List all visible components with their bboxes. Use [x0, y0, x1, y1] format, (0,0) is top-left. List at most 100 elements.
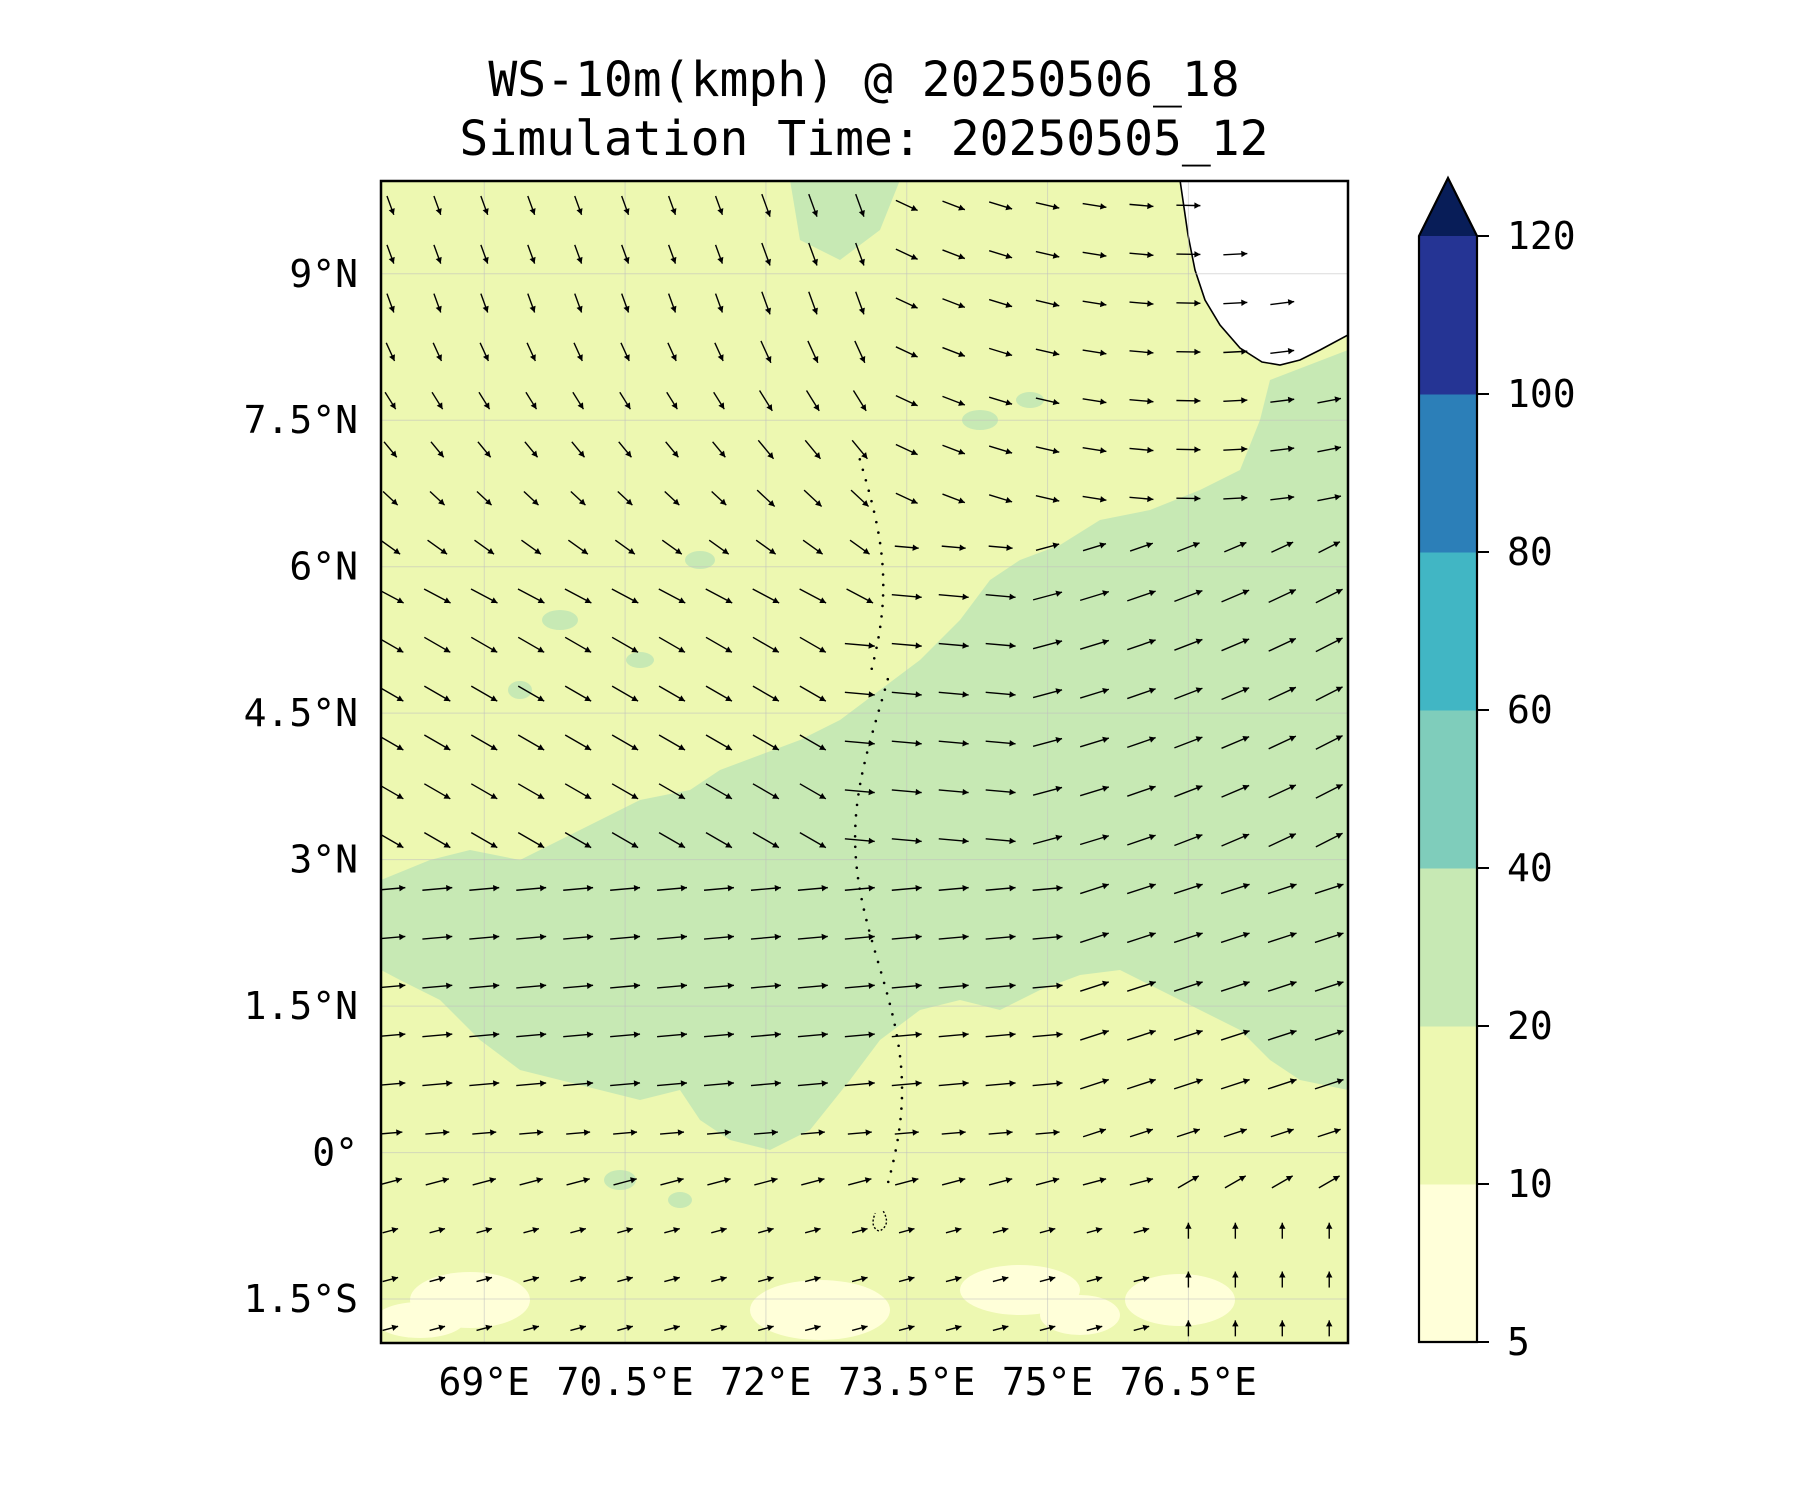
wind-vector [804, 1275, 821, 1283]
contour-20-40-kmph-patch [668, 1192, 692, 1208]
colorbar-tick-label: 5 [1507, 1320, 1530, 1364]
wind-vector [808, 193, 818, 217]
atoll-dot [854, 814, 858, 817]
wind-vector [1126, 980, 1156, 992]
wind-vector [1223, 299, 1248, 306]
wind-vector [570, 1324, 587, 1332]
wind-vector [621, 244, 630, 264]
wind-vector [427, 539, 448, 555]
atoll-dot [885, 992, 889, 995]
wind-vector [1032, 737, 1063, 748]
wind-vector [1082, 251, 1107, 259]
wind-vector [664, 1227, 680, 1234]
wind-vector [808, 291, 818, 315]
wind-vector [1221, 735, 1250, 749]
atoll-dot [872, 510, 876, 513]
wind-vector [1129, 202, 1154, 210]
wind-vector [706, 1129, 731, 1136]
wind-vector [470, 832, 498, 849]
wind-vector [1129, 1128, 1154, 1138]
wind-vector [476, 1324, 493, 1332]
wind-vector [1173, 1078, 1203, 1090]
wind-vector [478, 391, 491, 410]
wind-vector [1326, 1320, 1333, 1337]
wind-vector [1127, 687, 1156, 700]
wind-vector [992, 1324, 1009, 1332]
wind-vector [381, 884, 406, 892]
wind-vector [808, 242, 818, 266]
wind-vector [855, 193, 865, 217]
wind-vector [1035, 1129, 1060, 1136]
wind-vector [1032, 884, 1063, 892]
wind-vector [1271, 1175, 1294, 1189]
wind-vector [942, 249, 966, 260]
wind-vector [563, 884, 594, 892]
wind-vector [1086, 1324, 1103, 1332]
atoll-dot [877, 636, 880, 639]
colorbar-segment [1419, 552, 1477, 711]
wind-vector [1082, 446, 1107, 454]
contour-20-40-kmph-patch [508, 681, 532, 699]
wind-vector [564, 588, 592, 604]
wind-vector [1232, 1320, 1239, 1337]
wind-vector [423, 685, 451, 702]
wind-vector [1315, 783, 1343, 799]
wind-vector [703, 982, 734, 989]
wind-vector [1039, 1275, 1056, 1283]
wind-vector [517, 734, 545, 751]
wind-vector [1232, 1271, 1239, 1288]
wind-vector [1317, 494, 1342, 502]
wind-vector [1127, 638, 1156, 651]
wind-vector [566, 1129, 591, 1136]
wind-vector [1221, 589, 1250, 603]
wind-vector [527, 244, 536, 264]
wind-vector [1174, 833, 1203, 847]
wind-vector [703, 1080, 734, 1087]
wind-vector [422, 933, 453, 941]
latitude-tick-label: 3°N [289, 838, 358, 882]
wind-vector [942, 444, 966, 455]
wind-vector [804, 1227, 821, 1234]
coastline [1179, 181, 1348, 366]
wind-vector [1086, 1227, 1103, 1234]
wind-vector [938, 691, 969, 698]
wind-vector [938, 982, 969, 989]
contour-20-40-kmph-north [790, 181, 900, 260]
atoll-dot [863, 761, 866, 765]
wind-vector [849, 539, 870, 555]
wind-vector [657, 982, 688, 989]
wind-vector [894, 1129, 919, 1136]
wind-vector [711, 491, 727, 506]
wind-vector [381, 982, 406, 989]
wind-vector [1079, 785, 1110, 797]
wind-vector [898, 1227, 915, 1234]
wind-vector [516, 933, 547, 941]
wind-vector [988, 1177, 1013, 1186]
wind-vector [1315, 735, 1343, 750]
wind-vector [844, 691, 875, 698]
wind-vector [938, 1080, 969, 1087]
wind-vector [1223, 494, 1248, 502]
wind-vector [797, 1031, 828, 1038]
wind-vector [1032, 590, 1063, 601]
wind-vector [891, 788, 922, 796]
wind-vector [523, 1227, 540, 1234]
wind-vector [711, 1227, 727, 1234]
wind-vector [761, 291, 771, 315]
wind-vector [1174, 736, 1203, 749]
wind-vector [1224, 1175, 1247, 1189]
wind-vector [383, 441, 398, 458]
wind-vector [799, 783, 827, 800]
wind-vector [705, 832, 733, 849]
wind-vector [425, 1177, 450, 1186]
wind-vector [850, 489, 870, 508]
wind-vector [846, 588, 874, 604]
wind-vector [750, 933, 781, 941]
wind-vector [844, 740, 875, 747]
wind-vector [1174, 785, 1203, 798]
wind-vector [1174, 638, 1203, 651]
wind-vector [705, 636, 733, 653]
atoll-dot [886, 1180, 890, 1184]
wind-vector [1032, 639, 1063, 650]
wind-vector [1220, 1029, 1250, 1041]
